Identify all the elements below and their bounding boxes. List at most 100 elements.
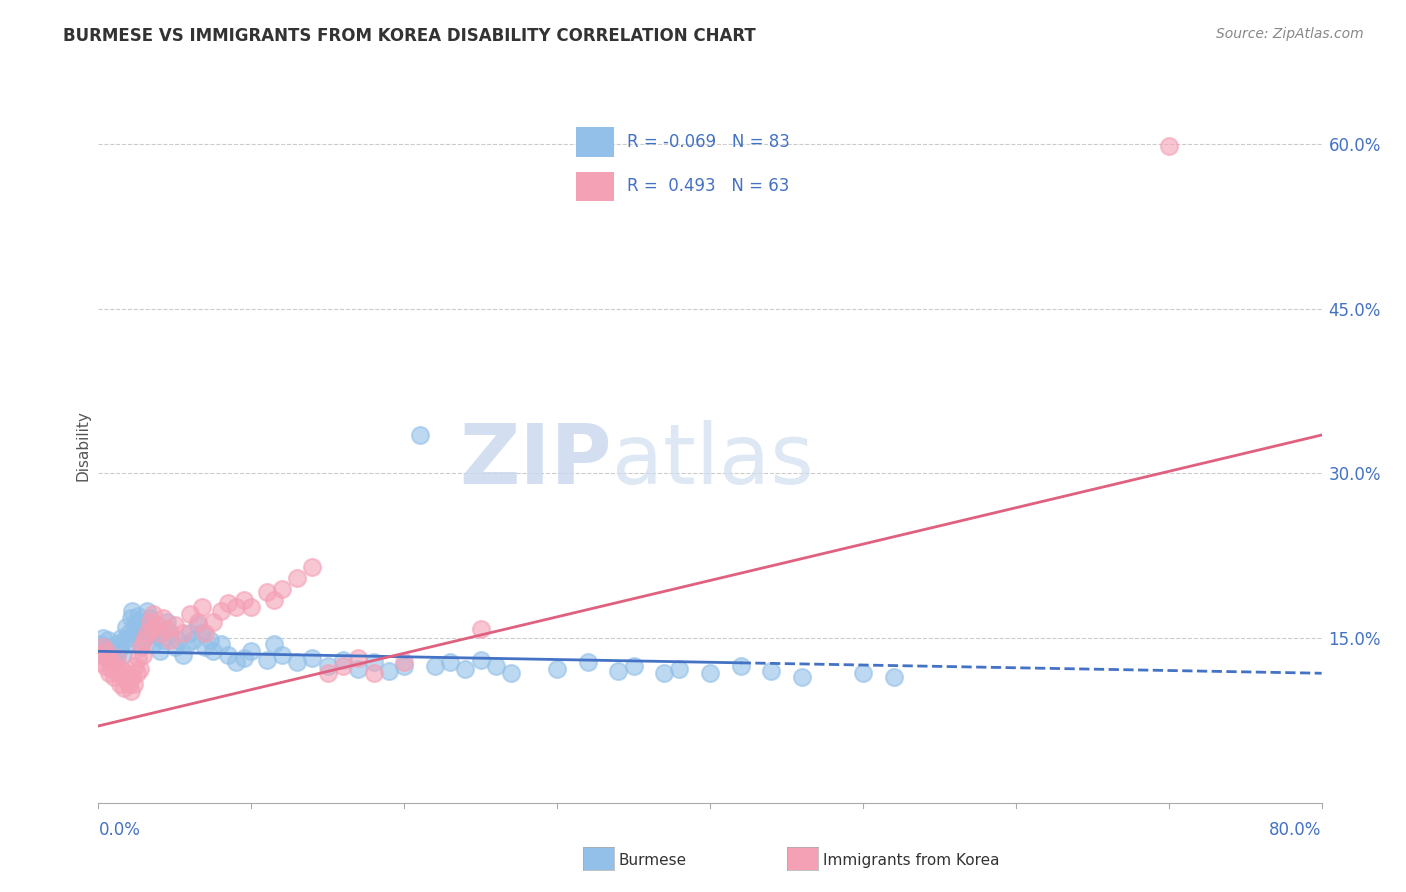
Point bbox=[124, 623, 146, 637]
Point bbox=[454, 662, 477, 676]
Point bbox=[111, 669, 134, 683]
Point bbox=[730, 658, 752, 673]
Point bbox=[115, 620, 138, 634]
Point bbox=[117, 637, 139, 651]
Point bbox=[347, 651, 370, 665]
Point bbox=[485, 658, 508, 673]
Point bbox=[152, 611, 174, 625]
Point bbox=[285, 655, 308, 669]
Text: Burmese: Burmese bbox=[619, 854, 686, 868]
Point bbox=[134, 618, 156, 632]
Point bbox=[187, 618, 209, 632]
Text: ZIP: ZIP bbox=[460, 420, 612, 500]
Point bbox=[347, 662, 370, 676]
Point bbox=[194, 640, 217, 654]
Text: 80.0%: 80.0% bbox=[1270, 821, 1322, 838]
Point bbox=[118, 677, 141, 691]
Point bbox=[149, 644, 172, 658]
Point bbox=[110, 631, 132, 645]
Point bbox=[139, 615, 162, 629]
Point bbox=[100, 642, 122, 657]
Point bbox=[668, 662, 690, 676]
Point bbox=[423, 658, 446, 673]
Point bbox=[104, 655, 127, 669]
Point bbox=[439, 655, 461, 669]
Point bbox=[120, 683, 142, 698]
Point bbox=[97, 651, 120, 665]
Point bbox=[90, 644, 112, 658]
Point bbox=[121, 669, 143, 683]
Point bbox=[111, 648, 134, 662]
Point bbox=[128, 662, 150, 676]
Point bbox=[163, 618, 186, 632]
Point bbox=[145, 618, 167, 632]
Point bbox=[225, 600, 247, 615]
Text: Immigrants from Korea: Immigrants from Korea bbox=[823, 854, 1000, 868]
Point bbox=[98, 666, 121, 681]
Point bbox=[145, 629, 167, 643]
Point bbox=[115, 666, 138, 681]
Point bbox=[139, 611, 162, 625]
Point bbox=[202, 644, 225, 658]
Point bbox=[104, 658, 127, 673]
Point bbox=[256, 653, 278, 667]
Point bbox=[117, 673, 139, 687]
Point bbox=[159, 625, 181, 640]
Point bbox=[179, 607, 201, 621]
Point bbox=[263, 592, 285, 607]
Point bbox=[332, 658, 354, 673]
Point bbox=[112, 681, 135, 695]
Point bbox=[240, 644, 263, 658]
Point bbox=[132, 633, 155, 648]
Point bbox=[127, 609, 149, 624]
Point bbox=[392, 658, 416, 673]
Point bbox=[883, 669, 905, 683]
Point bbox=[122, 677, 145, 691]
Text: Source: ZipAtlas.com: Source: ZipAtlas.com bbox=[1216, 27, 1364, 41]
Point bbox=[202, 615, 225, 629]
Point bbox=[120, 611, 142, 625]
Point bbox=[209, 637, 232, 651]
Point bbox=[285, 571, 308, 585]
Point bbox=[392, 655, 416, 669]
Point bbox=[128, 637, 150, 651]
Point bbox=[172, 648, 194, 662]
Point bbox=[240, 600, 263, 615]
Point bbox=[98, 653, 121, 667]
Point bbox=[852, 666, 875, 681]
Point bbox=[501, 666, 523, 681]
Point bbox=[209, 604, 232, 618]
Point bbox=[790, 669, 813, 683]
Point bbox=[378, 664, 401, 678]
Point bbox=[232, 651, 254, 665]
Point bbox=[101, 662, 124, 676]
Point bbox=[91, 631, 114, 645]
Point bbox=[118, 625, 141, 640]
Point bbox=[142, 607, 165, 621]
Point bbox=[94, 644, 117, 658]
Point bbox=[759, 664, 782, 678]
Point bbox=[141, 625, 163, 640]
Point bbox=[167, 633, 190, 648]
Point bbox=[181, 633, 204, 648]
Point bbox=[108, 677, 131, 691]
Point bbox=[156, 615, 179, 629]
Point bbox=[470, 623, 492, 637]
Point bbox=[112, 633, 135, 648]
Point bbox=[316, 666, 339, 681]
Point bbox=[176, 637, 198, 651]
Point bbox=[90, 655, 112, 669]
Point bbox=[256, 585, 278, 599]
Point bbox=[198, 633, 221, 648]
Point bbox=[94, 640, 117, 654]
Point bbox=[97, 633, 120, 648]
Point bbox=[93, 648, 115, 662]
Point bbox=[136, 604, 159, 618]
Point bbox=[232, 592, 254, 607]
Point bbox=[652, 666, 675, 681]
Point bbox=[127, 651, 149, 665]
Text: atlas: atlas bbox=[612, 420, 814, 500]
Y-axis label: Disability: Disability bbox=[75, 410, 90, 482]
Point bbox=[217, 648, 239, 662]
Point bbox=[103, 651, 125, 665]
